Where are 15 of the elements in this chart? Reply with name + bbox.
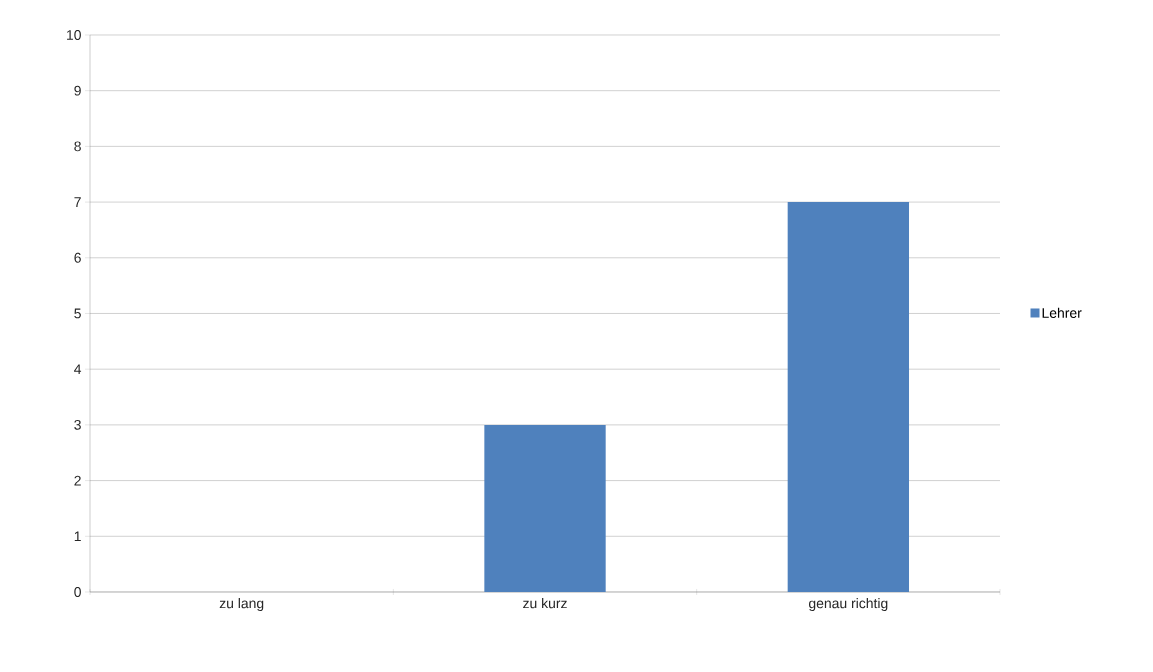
y-tick-label: 4 bbox=[74, 364, 82, 374]
y-tick-label: 0 bbox=[74, 587, 81, 597]
y-tick-label: 7 bbox=[74, 197, 81, 207]
y-tick-label: 9 bbox=[74, 85, 81, 96]
y-tick-label: 5 bbox=[74, 308, 81, 319]
legend-label: Lehrer bbox=[1042, 307, 1082, 318]
y-tick-label: 2 bbox=[74, 475, 81, 486]
x-tick-label: zu kurz bbox=[523, 598, 567, 609]
x-tick-label: genau richtig bbox=[808, 598, 888, 611]
y-tick-label: 10 bbox=[67, 30, 81, 40]
y-tick-label: 3 bbox=[74, 419, 81, 430]
y-tick-label: 8 bbox=[74, 141, 81, 152]
y-tick-label: 1 bbox=[74, 531, 81, 542]
x-tick-label: zu lang bbox=[219, 598, 264, 611]
y-tick-label: 6 bbox=[74, 252, 81, 263]
